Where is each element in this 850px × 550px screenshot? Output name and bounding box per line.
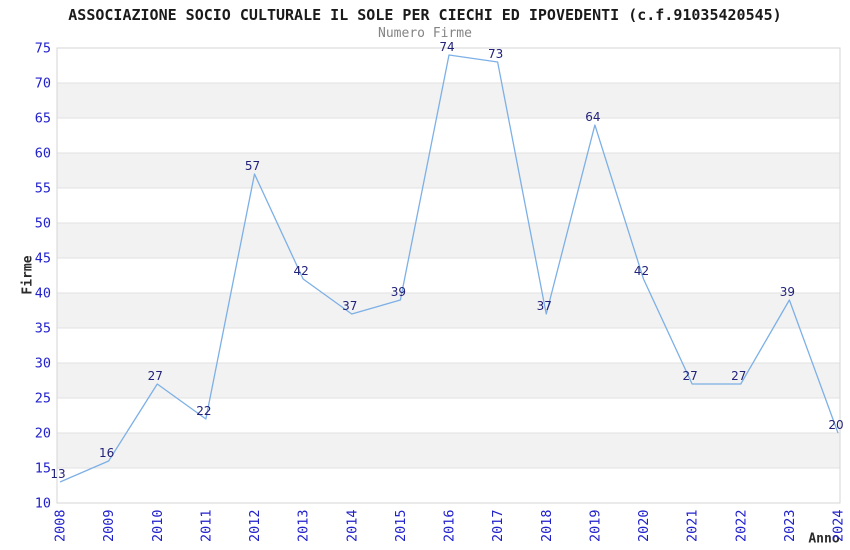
y-tick-label: 25: [35, 391, 51, 407]
plot-band: [57, 468, 840, 503]
data-point-label: 37: [342, 299, 357, 313]
x-tick-label: 2016: [442, 509, 458, 542]
data-point-label: 42: [293, 264, 308, 278]
x-tick-label: 2024: [831, 509, 847, 542]
data-point-label: 64: [585, 110, 600, 124]
x-tick-label: 2020: [636, 509, 652, 542]
y-tick-label: 70: [35, 76, 51, 92]
data-point-label: 27: [682, 369, 697, 383]
plot-band: [57, 363, 840, 398]
series-line: [59, 54, 839, 483]
plot-band: [57, 293, 840, 328]
data-point-label: 39: [391, 285, 406, 299]
data-point-label: 16: [99, 446, 114, 460]
data-point-label: 27: [148, 369, 163, 383]
x-tick-label: 2012: [247, 509, 263, 542]
plot-band: [57, 188, 840, 223]
x-tick-label: 2014: [344, 509, 360, 542]
y-tick-label: 40: [35, 286, 51, 302]
x-tick-label: 2018: [539, 509, 555, 542]
x-tick-label: 2023: [782, 509, 798, 542]
plot-band: [57, 328, 840, 363]
x-tick-label: 2013: [296, 509, 312, 542]
y-tick-label: 65: [35, 111, 51, 127]
plot-band: [57, 398, 840, 433]
x-tick-label: 2019: [587, 509, 603, 542]
plot-band: [57, 433, 840, 468]
data-point-label: 73: [488, 47, 503, 61]
data-point-label: 13: [50, 467, 65, 481]
plot-band: [57, 258, 840, 293]
plot-band: [57, 83, 840, 118]
y-tick-label: 15: [35, 461, 51, 477]
chart-subtitle: Numero Firme: [378, 26, 472, 41]
plot-band: [57, 223, 840, 258]
y-tick-label: 45: [35, 251, 51, 267]
x-tick-label: 2009: [101, 509, 117, 542]
chart-title: ASSOCIAZIONE SOCIO CULTURALE IL SOLE PER…: [68, 6, 782, 24]
x-tick-label: 2021: [685, 509, 701, 542]
y-tick-label: 50: [35, 216, 51, 232]
x-tick-label: 2017: [490, 509, 506, 542]
data-point-label: 37: [537, 299, 552, 313]
y-tick-label: 55: [35, 181, 51, 197]
data-point-label: 20: [828, 418, 843, 432]
plot-band: [57, 48, 840, 83]
plot-band: [57, 153, 840, 188]
data-point-label: 74: [439, 40, 454, 54]
y-tick-label: 75: [35, 41, 51, 57]
data-point-label: 39: [780, 285, 795, 299]
plot-band: [57, 118, 840, 153]
data-point-label: 27: [731, 369, 746, 383]
y-tick-label: 60: [35, 146, 51, 162]
y-tick-label: 10: [35, 496, 51, 512]
x-tick-label: 2022: [733, 509, 749, 542]
data-point-label: 57: [245, 159, 260, 173]
y-tick-label: 30: [35, 356, 51, 372]
y-tick-label: 35: [35, 321, 51, 337]
y-tick-label: 20: [35, 426, 51, 442]
x-tick-label: 2015: [393, 509, 409, 542]
x-tick-label: 2010: [150, 509, 166, 542]
data-point-label: 42: [634, 264, 649, 278]
plot-border: [56, 47, 841, 504]
x-axis-title: Anno: [808, 531, 840, 547]
x-tick-label: 2011: [198, 509, 214, 542]
x-tick-label: 2008: [53, 509, 69, 542]
data-point-label: 22: [196, 404, 211, 418]
